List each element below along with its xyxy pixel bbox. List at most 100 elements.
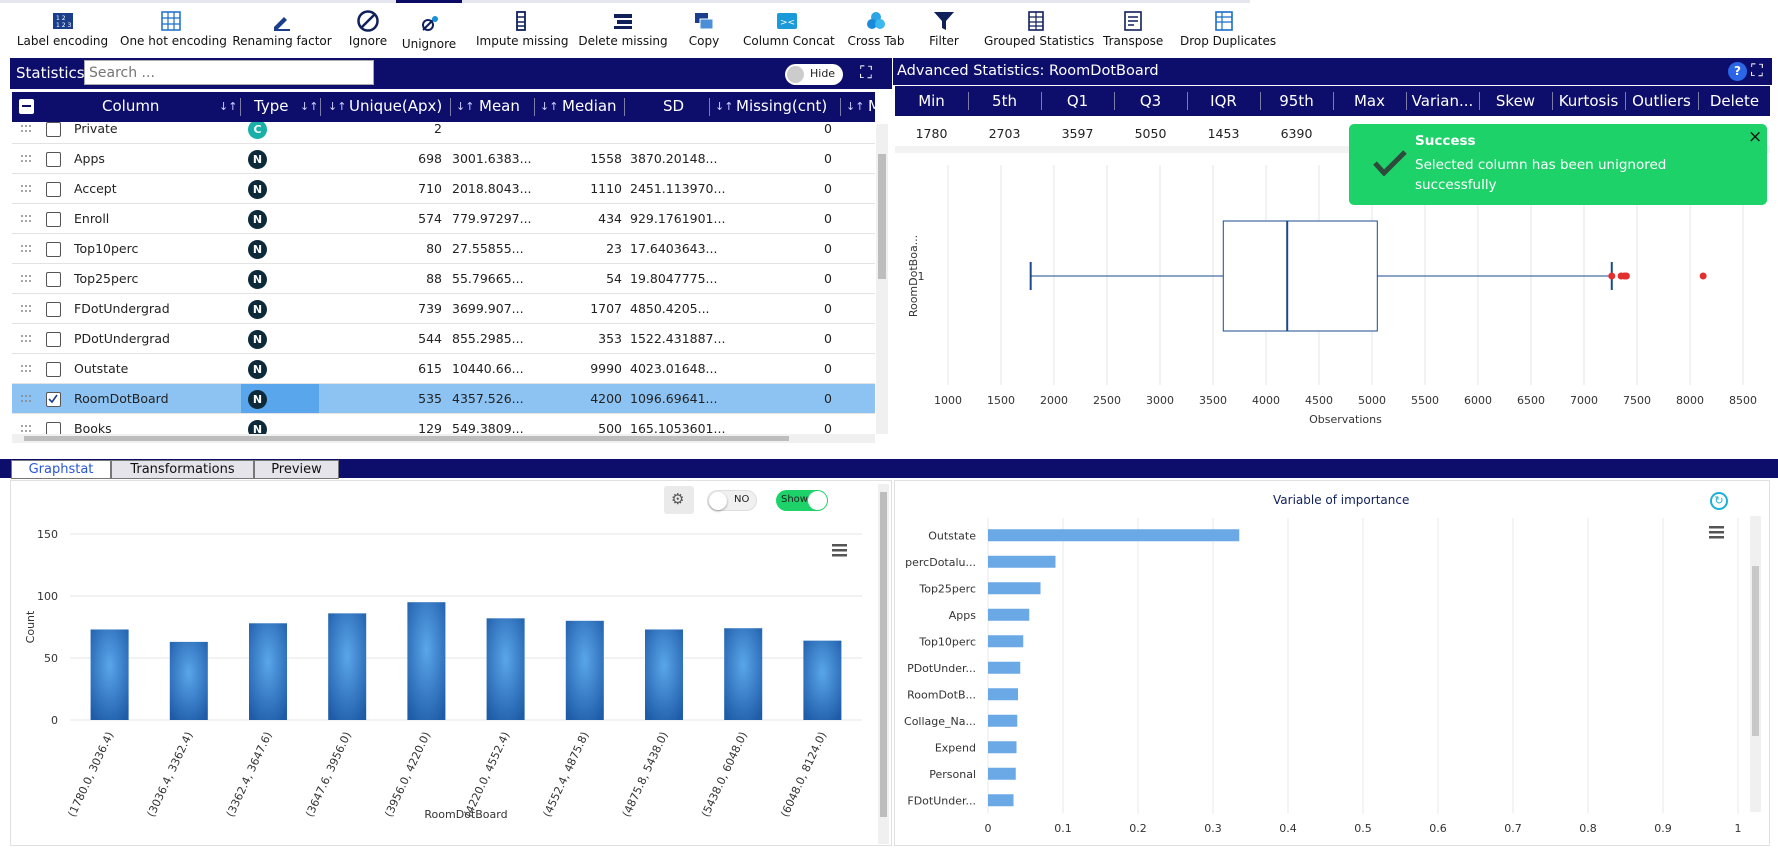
- importance-bar[interactable]: [988, 767, 1016, 780]
- row-checkbox[interactable]: [46, 302, 61, 317]
- importance-bar[interactable]: [988, 688, 1018, 701]
- sort-icon[interactable]: ↓↑: [715, 100, 734, 113]
- row-checkbox[interactable]: [46, 242, 61, 257]
- scroll-thumb[interactable]: [1752, 566, 1759, 736]
- adv-col-header[interactable]: Varian...: [1411, 92, 1474, 110]
- table-row[interactable]: Books N 129 549.3809... 500 165.1053601... 0: [12, 414, 875, 436]
- refresh-icon[interactable]: ↻: [1710, 492, 1728, 510]
- col-header-unique[interactable]: Unique(Apx): [349, 97, 443, 115]
- row-checkbox[interactable]: [46, 332, 61, 347]
- row-checkbox[interactable]: [46, 182, 61, 197]
- sort-icon[interactable]: ↓↑: [219, 100, 238, 113]
- table-row[interactable]: Outstate N 615 10440.66... 9990 4023.01648...…: [12, 354, 875, 384]
- importance-bar[interactable]: [988, 608, 1030, 621]
- adv-col-header[interactable]: IQR: [1210, 92, 1237, 110]
- transpose-button[interactable]: Transpose: [1103, 3, 1163, 55]
- histogram-bar[interactable]: [407, 602, 446, 720]
- adv-col-header[interactable]: Skew: [1495, 92, 1536, 110]
- drag-handle-icon[interactable]: [20, 304, 32, 314]
- importance-bar[interactable]: [988, 714, 1018, 727]
- copy-button[interactable]: Copy: [683, 3, 725, 55]
- table-row[interactable]: Accept N 710 2018.8043... 1110 2451.113970...…: [12, 174, 875, 204]
- graphstat-vscrollbar[interactable]: [878, 484, 889, 844]
- drag-handle-icon[interactable]: [20, 154, 32, 164]
- column-concat-button[interactable]: >< Column Concat: [743, 3, 835, 55]
- chart-menu-icon[interactable]: [832, 544, 847, 557]
- table-row[interactable]: Apps N 698 3001.6383... 1558 3870.20148... 0: [12, 144, 875, 174]
- col-header-median[interactable]: Median: [562, 97, 617, 115]
- delete-missing-button[interactable]: Delete missing: [578, 3, 668, 55]
- impute-missing-button[interactable]: Impute missing: [476, 3, 568, 55]
- table-row[interactable]: FDotUndergrad N 739 3699.907... 1707 4850.420…: [12, 294, 875, 324]
- no-toggle[interactable]: NO: [707, 490, 757, 511]
- table-row[interactable]: Top10perc N 80 27.55855... 23 17.6403643... 0: [12, 234, 875, 264]
- adv-col-header[interactable]: Min: [918, 92, 945, 110]
- unignore-button[interactable]: Unignore: [396, 0, 462, 52]
- drag-handle-icon[interactable]: [20, 214, 32, 224]
- adv-col-header[interactable]: 5th: [992, 92, 1017, 110]
- grouped-statistics-button[interactable]: Grouped Statistics: [984, 3, 1094, 55]
- drag-handle-icon[interactable]: [20, 244, 32, 254]
- select-all-checkbox[interactable]: [19, 99, 34, 114]
- drag-handle-icon[interactable]: [20, 274, 32, 284]
- scroll-thumb[interactable]: [878, 154, 886, 279]
- statistics-vscrollbar[interactable]: [876, 124, 888, 434]
- table-row[interactable]: RoomDotBoard N 535 4357.526... 4200 1096.6964…: [12, 384, 875, 414]
- adv-col-header[interactable]: Kurtosis: [1558, 92, 1619, 110]
- col-header-min[interactable]: Mi: [868, 97, 878, 115]
- histogram-bar[interactable]: [169, 641, 208, 720]
- hide-toggle[interactable]: Hide: [785, 64, 843, 85]
- adv-col-header[interactable]: Q1: [1066, 92, 1089, 110]
- row-checkbox[interactable]: [46, 422, 61, 436]
- table-row[interactable]: Enroll N 574 779.97297... 434 929.1761901... 0: [12, 204, 875, 234]
- histogram-bar[interactable]: [803, 640, 842, 720]
- filter-button[interactable]: Filter: [925, 3, 963, 55]
- drag-handle-icon[interactable]: [20, 364, 32, 374]
- scroll-thumb[interactable]: [880, 492, 887, 817]
- help-icon[interactable]: ?: [1728, 62, 1747, 81]
- adv-col-header[interactable]: Outliers: [1632, 92, 1691, 110]
- drop-duplicates-button[interactable]: Drop Duplicates: [1180, 3, 1276, 55]
- advanced-hscrollbar[interactable]: [895, 146, 1770, 153]
- row-checkbox[interactable]: [46, 362, 61, 377]
- cross-tab-button[interactable]: Cross Tab: [846, 3, 906, 55]
- adv-col-header[interactable]: Max: [1353, 92, 1385, 110]
- expand-icon[interactable]: ⛶: [860, 63, 872, 83]
- histogram-bar[interactable]: [565, 620, 604, 720]
- drag-handle-icon[interactable]: [20, 394, 32, 404]
- histogram-bar[interactable]: [328, 613, 367, 720]
- sort-icon[interactable]: ↓↑: [300, 100, 319, 113]
- histogram-bar[interactable]: [90, 629, 129, 720]
- row-checkbox[interactable]: [46, 152, 61, 167]
- importance-vscrollbar[interactable]: [1750, 516, 1761, 812]
- drag-handle-icon[interactable]: [20, 124, 32, 134]
- drag-handle-icon[interactable]: [20, 424, 32, 434]
- renaming-factor-button[interactable]: Renaming factor: [232, 3, 332, 55]
- adv-col-header[interactable]: 95th: [1279, 92, 1314, 110]
- tab-preview[interactable]: Preview: [254, 460, 339, 479]
- sort-icon[interactable]: ↓↑: [328, 100, 347, 113]
- histogram-bar[interactable]: [486, 618, 525, 720]
- sort-icon[interactable]: ↓↑: [540, 100, 559, 113]
- drag-handle-icon[interactable]: [20, 184, 32, 194]
- table-row[interactable]: PDotUndergrad N 544 855.2985... 353 1522.4318…: [12, 324, 875, 354]
- sort-icon[interactable]: ↓↑: [846, 100, 865, 113]
- importance-bar[interactable]: [988, 555, 1056, 568]
- close-icon[interactable]: ×: [1748, 127, 1763, 147]
- table-row[interactable]: Private C 2 0: [12, 122, 875, 144]
- tab-graphstat[interactable]: Graphstat: [11, 460, 111, 479]
- expand-icon[interactable]: ⛶: [1751, 61, 1763, 81]
- table-row[interactable]: Top25perc N 88 55.79665... 54 19.8047775... 0: [12, 264, 875, 294]
- drag-handle-icon[interactable]: [20, 334, 32, 344]
- search-input[interactable]: [84, 60, 374, 85]
- col-header-sd[interactable]: SD: [663, 97, 685, 115]
- col-header-column[interactable]: Column: [102, 97, 160, 115]
- histogram-bar[interactable]: [724, 628, 763, 720]
- tab-transformations[interactable]: Transformations: [111, 460, 254, 479]
- chart-menu-icon[interactable]: [1709, 526, 1724, 539]
- importance-bar[interactable]: [988, 741, 1017, 754]
- importance-bar[interactable]: [988, 529, 1240, 542]
- row-checkbox[interactable]: [46, 212, 61, 227]
- sort-icon[interactable]: ↓↑: [456, 100, 475, 113]
